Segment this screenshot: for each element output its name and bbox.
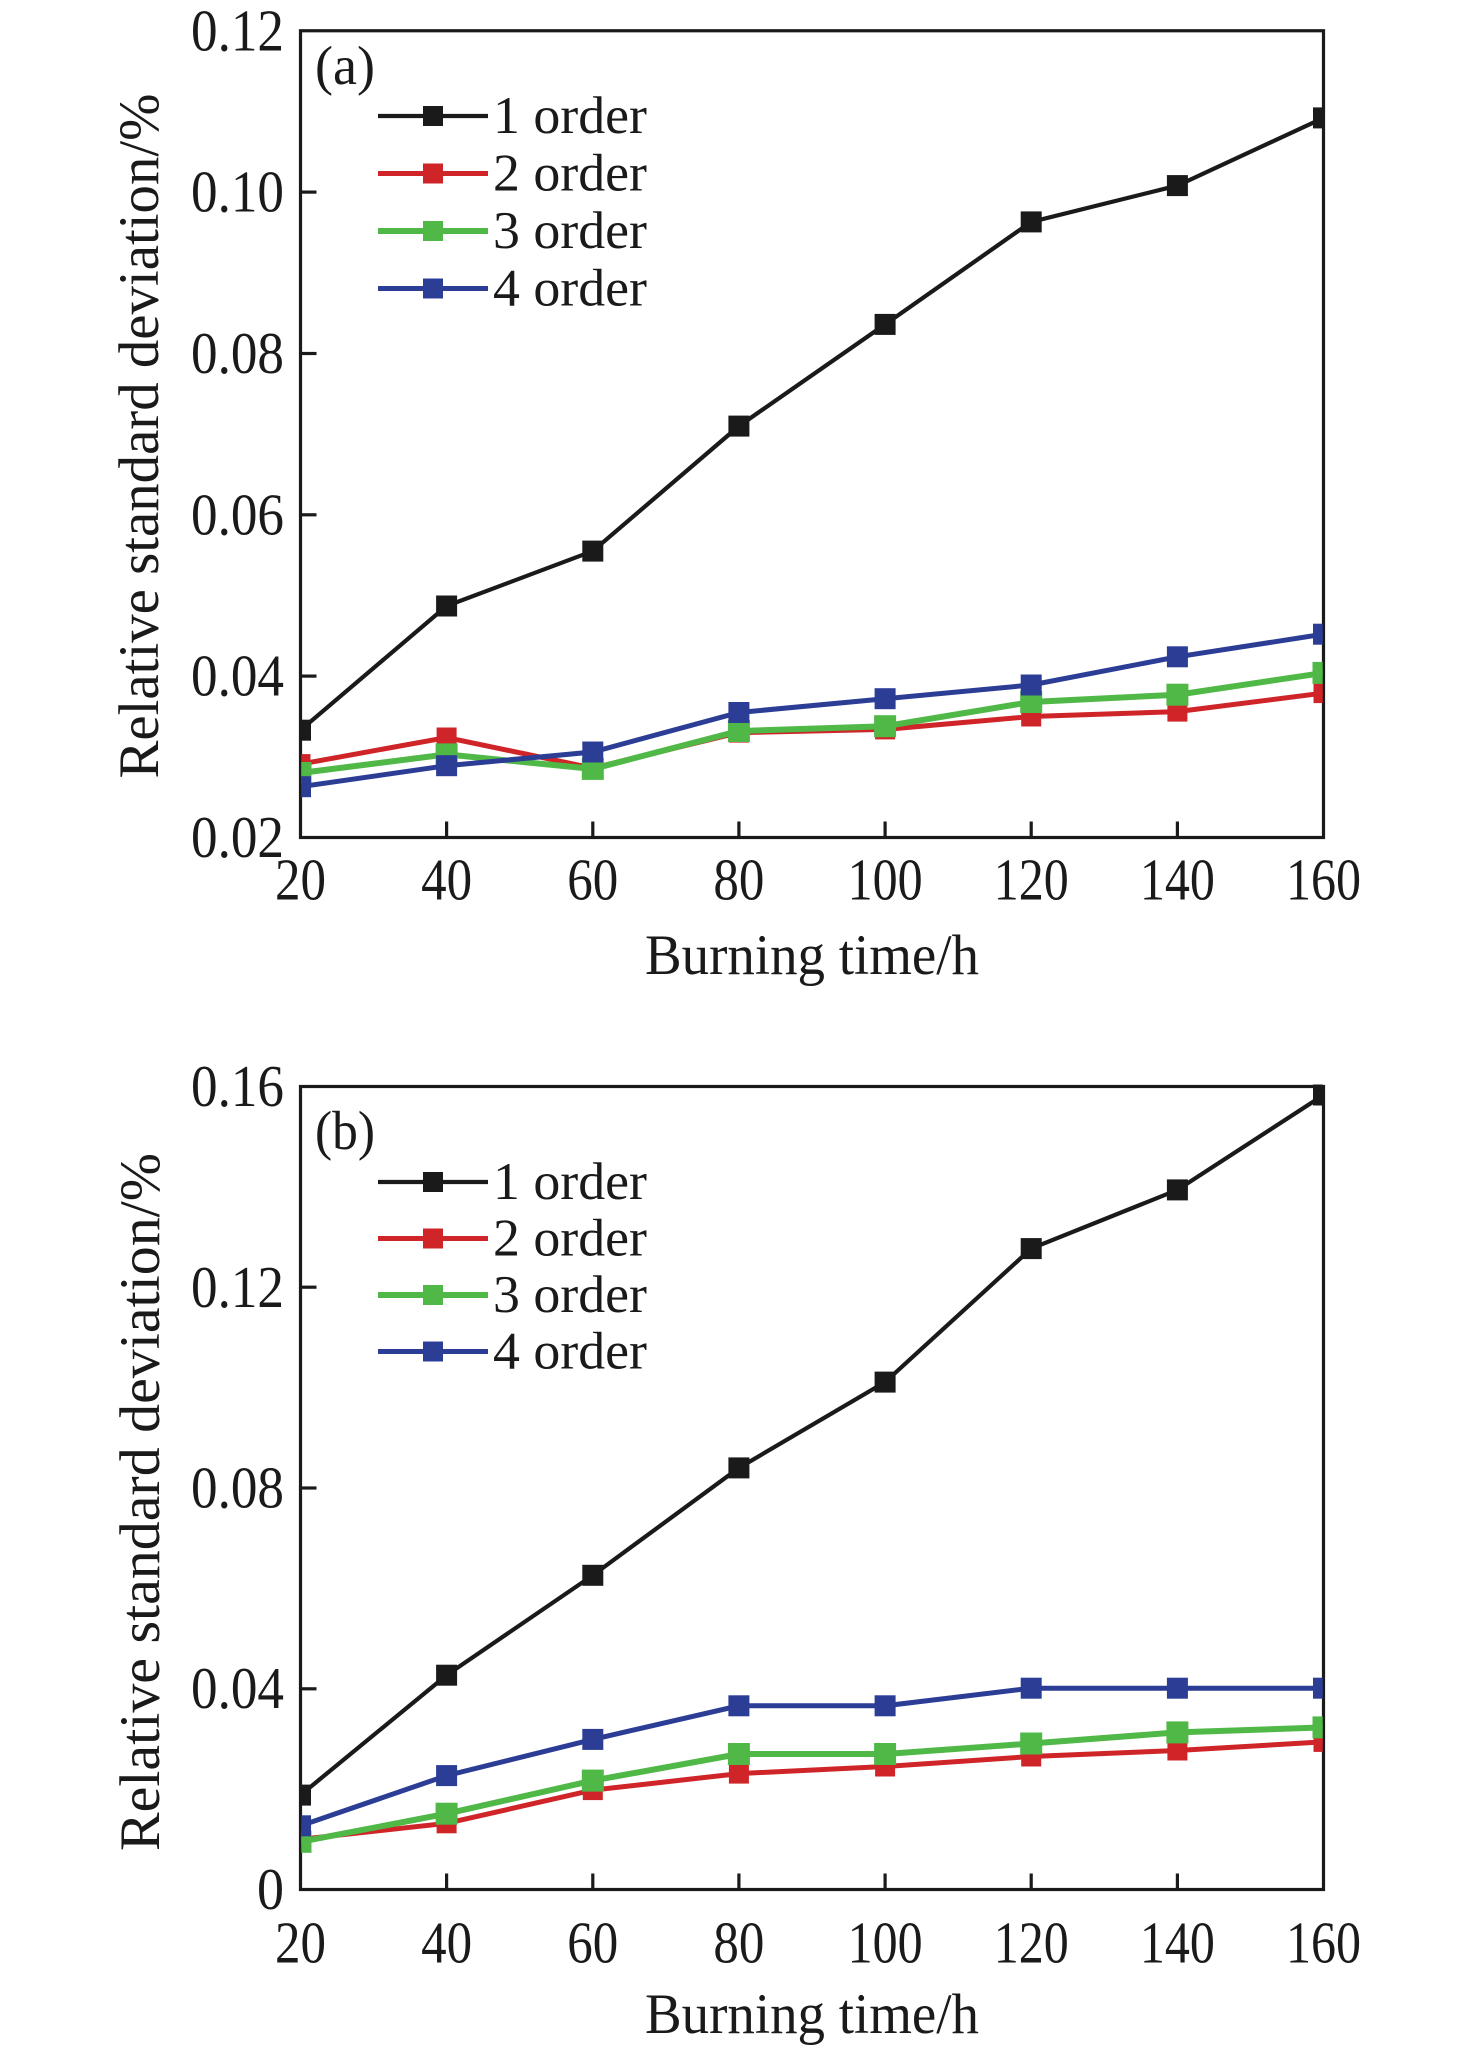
svg-text:20: 20 bbox=[275, 1910, 326, 1976]
svg-text:2 order: 2 order bbox=[493, 1210, 648, 1268]
svg-text:40: 40 bbox=[421, 847, 472, 913]
svg-text:160: 160 bbox=[1286, 1910, 1361, 1976]
svg-text:100: 100 bbox=[848, 1910, 923, 1976]
svg-text:Burning time/h: Burning time/h bbox=[645, 1983, 979, 2046]
svg-text:100: 100 bbox=[848, 847, 923, 913]
svg-text:4 order: 4 order bbox=[493, 260, 648, 318]
svg-text:3 order: 3 order bbox=[493, 202, 648, 260]
svg-text:80: 80 bbox=[713, 847, 764, 913]
svg-text:160: 160 bbox=[1286, 847, 1361, 913]
svg-text:0.12: 0.12 bbox=[191, 0, 284, 63]
svg-text:Burning time/h: Burning time/h bbox=[645, 924, 979, 987]
svg-text:Relative standard deviation/%: Relative standard deviation/% bbox=[109, 1153, 172, 1851]
svg-text:0.12: 0.12 bbox=[191, 1254, 284, 1320]
svg-text:0.04: 0.04 bbox=[191, 643, 284, 709]
svg-text:140: 140 bbox=[1140, 847, 1215, 913]
svg-text:0.08: 0.08 bbox=[191, 1455, 284, 1521]
svg-text:(b): (b) bbox=[315, 1100, 375, 1161]
svg-text:120: 120 bbox=[994, 1910, 1069, 1976]
svg-text:0.16: 0.16 bbox=[191, 1053, 284, 1119]
svg-text:120: 120 bbox=[994, 847, 1069, 913]
svg-text:80: 80 bbox=[713, 1910, 764, 1976]
svg-text:3 order: 3 order bbox=[493, 1266, 648, 1324]
svg-text:40: 40 bbox=[421, 1910, 472, 1976]
svg-text:0.04: 0.04 bbox=[191, 1655, 284, 1721]
svg-text:Relative standard deviation/%: Relative standard deviation/% bbox=[108, 94, 171, 779]
svg-text:140: 140 bbox=[1140, 1910, 1215, 1976]
svg-text:20: 20 bbox=[275, 847, 326, 913]
svg-text:0.02: 0.02 bbox=[191, 804, 284, 870]
svg-text:2 order: 2 order bbox=[493, 145, 648, 203]
svg-text:1 order: 1 order bbox=[493, 87, 648, 145]
svg-text:60: 60 bbox=[567, 1910, 618, 1976]
svg-text:0.06: 0.06 bbox=[191, 481, 284, 547]
svg-text:0.08: 0.08 bbox=[191, 320, 284, 386]
svg-text:60: 60 bbox=[567, 847, 618, 913]
svg-text:4 order: 4 order bbox=[493, 1323, 648, 1381]
svg-text:1 order: 1 order bbox=[493, 1153, 648, 1211]
svg-text:(a): (a) bbox=[315, 35, 375, 96]
svg-text:0.10: 0.10 bbox=[191, 159, 284, 225]
svg-text:0: 0 bbox=[257, 1856, 284, 1922]
